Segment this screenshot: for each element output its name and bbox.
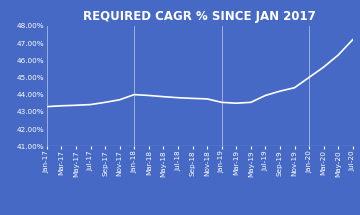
Title: REQUIRED CAGR % SINCE JAN 2017: REQUIRED CAGR % SINCE JAN 2017 bbox=[84, 10, 316, 23]
